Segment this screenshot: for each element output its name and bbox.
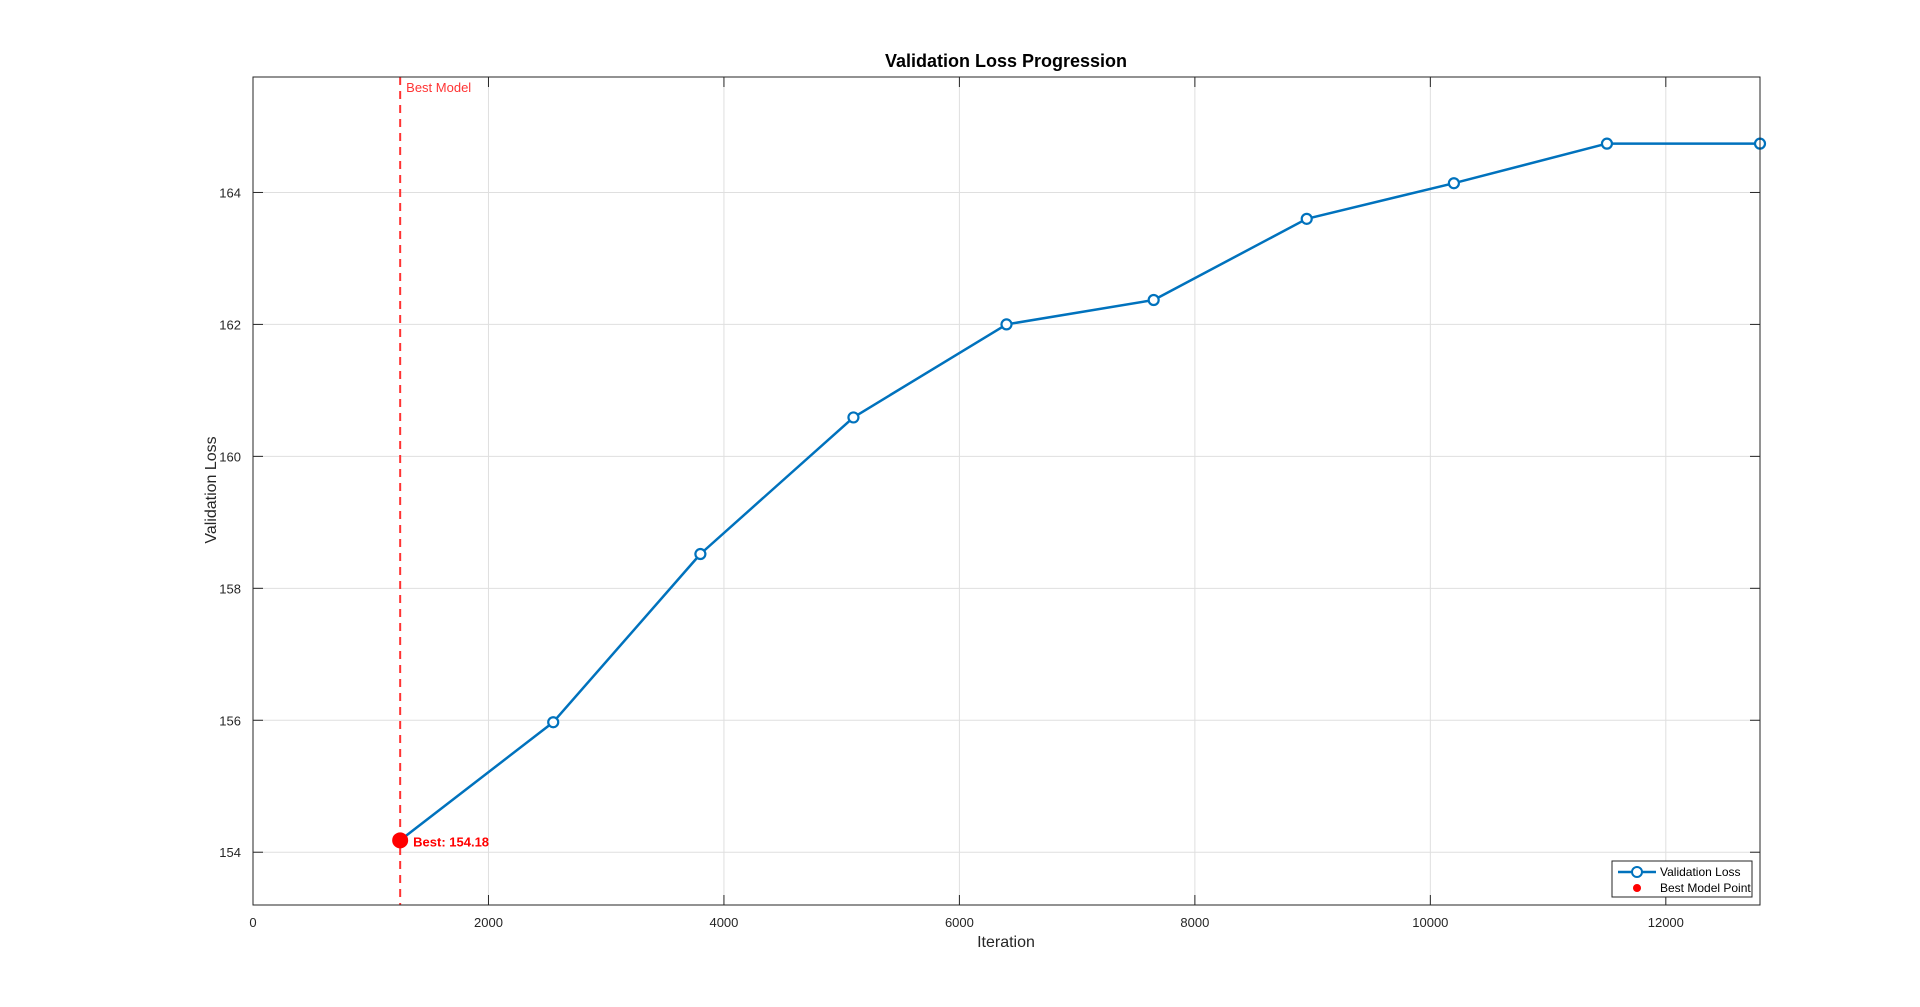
- best-model-point: [392, 832, 409, 849]
- validation-loss-point: [1447, 177, 1460, 190]
- grid-layer: [252, 77, 1760, 905]
- legend-label-best-model-point: Best Model Point: [1660, 881, 1751, 895]
- x-tick-label: 4000: [709, 915, 738, 930]
- y-tick-label: 160: [219, 449, 241, 464]
- chart-title: Validation Loss Progression: [885, 51, 1127, 71]
- validation-loss-point: [694, 547, 707, 561]
- validation-loss-point: [1147, 293, 1160, 307]
- ticks-layer: 0 2000 4000 6000 8000 10000 12000 154 156 158 160 1…: [219, 77, 1760, 930]
- best-point-label: Best: 154.18: [413, 834, 489, 849]
- validation-loss-point: [847, 411, 860, 424]
- x-tick-label: 6000: [945, 915, 974, 930]
- validation-loss-point: [547, 716, 560, 729]
- legend-label-validation-loss: Validation Loss: [1660, 865, 1741, 879]
- y-tick-label: 162: [219, 317, 241, 332]
- validation-loss-point: [1000, 318, 1013, 331]
- validation-loss-point: [1600, 137, 1614, 150]
- x-tick-label: 0: [249, 915, 256, 930]
- best-model-line-label: Best Model: [406, 80, 471, 95]
- axes-layer: [252, 76, 1761, 906]
- validation-loss-point: [1300, 212, 1313, 225]
- y-tick-label: 154: [219, 845, 241, 860]
- reference-line-layer: Best Model: [399, 77, 471, 905]
- y-tick-label: 158: [219, 581, 241, 596]
- validation-loss-line: [399, 142, 1760, 842]
- legend: Validation Loss Best Model Point: [1611, 860, 1753, 898]
- x-tick-label: 2000: [474, 915, 503, 930]
- legend-best-swatch: [1633, 884, 1641, 892]
- x-tick-label: 10000: [1412, 915, 1448, 930]
- y-tick-label: 164: [219, 185, 241, 200]
- legend-marker-swatch: [1631, 866, 1643, 878]
- x-axis-label: Iteration: [977, 934, 1035, 951]
- y-tick-label: 156: [219, 713, 241, 728]
- plot-frame: [252, 76, 1761, 906]
- series-layer: Best: 154.18: [392, 137, 1767, 849]
- x-tick-label: 8000: [1180, 915, 1209, 930]
- y-axis-label: Validation Loss: [203, 436, 220, 543]
- x-tick-label: 12000: [1648, 915, 1684, 930]
